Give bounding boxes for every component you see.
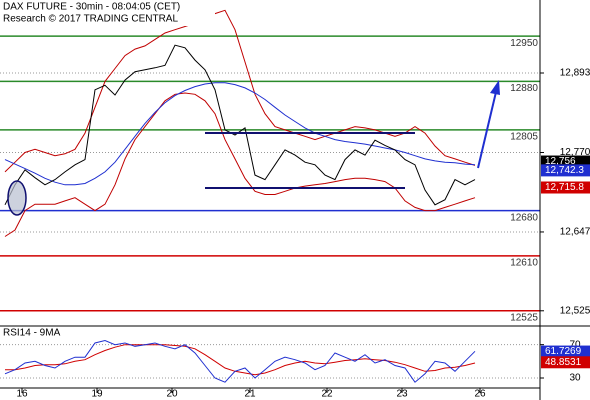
level-label: 12880 <box>510 83 538 94</box>
x-tick-label: 19 <box>91 389 103 400</box>
price-tag-label: 12,715.8 <box>545 182 584 193</box>
price-tag-label: 48.8531 <box>545 357 582 368</box>
x-tick-label: 21 <box>244 389 256 400</box>
highlight-ellipse <box>7 180 27 216</box>
price-tag-label: 12,756 <box>545 156 576 167</box>
series-line <box>5 344 476 376</box>
price-tag <box>541 345 590 358</box>
level-label: 12950 <box>510 38 538 49</box>
rsi-title: RSI14 - 9MA <box>3 328 61 339</box>
price-tag-label: 61.7269 <box>545 346 582 357</box>
arrow-head <box>490 80 500 95</box>
price-tag-label: 12,742.3 <box>545 165 584 176</box>
y-tick-label: 12,770 <box>560 147 590 158</box>
x-tick-label: 23 <box>396 389 408 400</box>
price-tag <box>541 356 590 369</box>
title-bg <box>0 0 215 26</box>
x-tick-label: 20 <box>166 389 178 400</box>
y-tick-label: 12,893 <box>560 68 590 79</box>
x-tick-label: 22 <box>321 389 333 400</box>
y-tick-label: 12,525 <box>560 305 590 316</box>
x-tick-label: 26 <box>474 389 486 400</box>
price-tag <box>541 181 590 194</box>
series-line <box>4 339 476 383</box>
chart-title: DAX FUTURE - 30min - 08:04:05 (CET) <box>3 2 180 13</box>
price-tag <box>541 164 590 177</box>
level-label: 12680 <box>510 212 538 223</box>
x-tick-label: 16 <box>16 389 28 400</box>
series-line <box>4 44 476 206</box>
series-line <box>4 92 476 237</box>
y-tick-label: 70 <box>569 339 581 350</box>
series-line <box>4 9 476 173</box>
series-line <box>4 82 476 186</box>
forecast-arrow <box>477 91 497 169</box>
level-label: 12805 <box>510 132 538 143</box>
chart-subtitle: Research © 2017 TRADING CENTRAL <box>3 14 178 25</box>
level-label: 12610 <box>510 258 538 269</box>
y-tick-label: 12,647 <box>560 227 590 238</box>
price-panel: 12,893 12,770 12,647 12,525 12950 12880 12805 1… <box>0 9 590 323</box>
y-tick-label: 30 <box>569 373 581 384</box>
level-label: 12525 <box>510 312 538 323</box>
